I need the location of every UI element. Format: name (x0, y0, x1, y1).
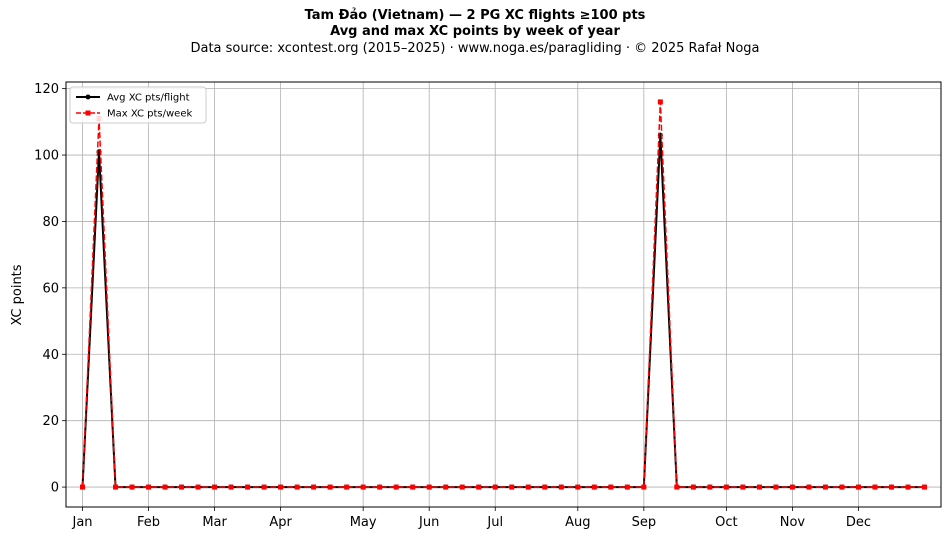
data-point-max (888, 484, 894, 490)
data-point-max (377, 484, 383, 490)
data-point-max (624, 484, 630, 490)
data-point-max (575, 484, 581, 490)
data-point-max (426, 484, 432, 490)
data-point-max (476, 484, 482, 490)
data-point-max (360, 484, 366, 490)
legend-label-1: Avg XC pts/flight (107, 93, 190, 104)
data-point-max (674, 484, 680, 490)
y-tick-label: 20 (42, 414, 59, 429)
x-tick-label: Jan (71, 515, 92, 530)
data-point-max (558, 484, 564, 490)
y-tick-label: 100 (34, 149, 59, 164)
y-tick-label: 0 (51, 481, 59, 496)
data-point-max (228, 484, 234, 490)
grid-lines (66, 82, 941, 507)
data-point-max (773, 484, 779, 490)
data-point-max (542, 484, 548, 490)
data-point-max (822, 484, 828, 490)
data-point-max (113, 484, 119, 490)
data-point-max (492, 484, 498, 490)
x-tick-label: Mar (202, 515, 227, 530)
data-point-max (344, 484, 350, 490)
data-point-max (261, 484, 267, 490)
data-point-max (789, 484, 795, 490)
x-tick-label: Oct (715, 515, 737, 530)
data-point-max (839, 484, 845, 490)
data-point-max (509, 484, 515, 490)
data-point-max (525, 484, 531, 490)
legend-box (69, 86, 207, 124)
data-point-max (212, 484, 218, 490)
data-point-max (327, 484, 333, 490)
x-tick-label: Sep (632, 515, 657, 530)
chart-title: Tam Đảo (Vietnam) — 2 PG XC flights ≥100… (304, 8, 646, 23)
chart-subtitle: Avg and max XC points by week of year (330, 24, 620, 39)
data-point-max (278, 484, 284, 490)
data-point-max (855, 484, 861, 490)
y-axis-label: XC points (10, 264, 25, 325)
x-tick-label: Apr (269, 515, 292, 530)
data-point-max (294, 484, 300, 490)
x-tick-label: Aug (565, 515, 590, 530)
data-point-max (459, 484, 465, 490)
x-tick-label: Feb (137, 515, 160, 530)
chart-titles: Tam Đảo (Vietnam) — 2 PG XC flights ≥100… (0, 8, 950, 58)
data-point-max (756, 484, 762, 490)
data-point-max (608, 484, 614, 490)
data-point-max (740, 484, 746, 490)
y-tick-label: 120 (34, 82, 59, 97)
series-line-1 (81, 134, 925, 489)
legend-label-2: Max XC pts/week (107, 109, 192, 120)
x-tick-label: Dec (846, 515, 871, 530)
data-point-max (641, 484, 647, 490)
data-point-max (905, 484, 911, 490)
series-layer (80, 99, 927, 490)
y-tick-label: 40 (42, 348, 59, 363)
y-tick-label: 80 (42, 215, 59, 230)
data-point-max (80, 484, 86, 490)
data-point-max (657, 99, 663, 105)
data-point-max (162, 484, 168, 490)
axis-ticks: 0 20 40 60 80 100 120 Jan Feb Mar Apr May Jun Jul Aug S… (34, 82, 871, 530)
data-point-max (393, 484, 399, 490)
x-tick-label: Nov (780, 515, 806, 530)
x-tick-label: Jul (486, 515, 503, 530)
data-point-max (707, 484, 713, 490)
data-point-max (311, 484, 317, 490)
plot-frame (65, 81, 942, 508)
data-point-max (245, 484, 251, 490)
data-point-max (195, 484, 201, 490)
data-point-max (410, 484, 416, 490)
data-point-max (921, 484, 927, 490)
legend: Avg XC pts/flight Max XC pts/week (69, 86, 207, 124)
series-line-2 (81, 101, 925, 488)
data-point-max (146, 484, 152, 490)
data-point-max (179, 484, 185, 490)
data-point-max (129, 484, 135, 490)
chart-source-line: Data source: xcontest.org (2015–2025) · … (190, 41, 760, 56)
y-tick-label: 60 (42, 281, 59, 296)
legend-marker-max (85, 110, 91, 116)
x-tick-label: Jun (418, 515, 439, 530)
x-tick-label: May (350, 515, 377, 530)
data-point-max (806, 484, 812, 490)
data-point-max (872, 484, 878, 490)
data-point-max (723, 484, 729, 490)
data-point-max (591, 484, 597, 490)
data-point-max (690, 484, 696, 490)
data-point-max (443, 484, 449, 490)
legend-marker-avg (85, 94, 91, 100)
